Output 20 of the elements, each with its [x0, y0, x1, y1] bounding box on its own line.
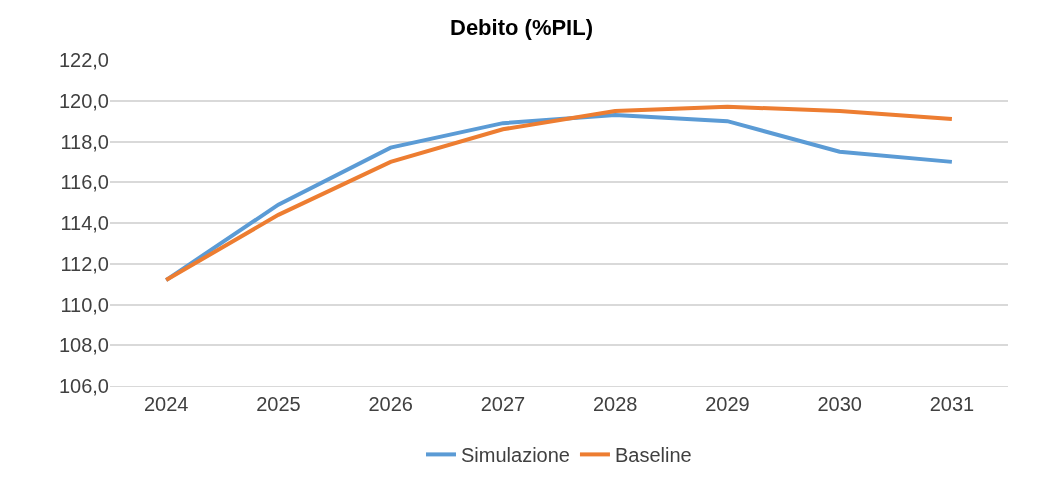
- legend-label: Simulazione: [461, 444, 570, 467]
- y-tick-label: 110,0: [60, 293, 109, 316]
- legend-label: Baseline: [614, 444, 692, 467]
- x-tick-label: 2027: [480, 393, 526, 415]
- x-tick-label: 2031: [929, 393, 975, 415]
- x-tick-label: 2029: [705, 393, 750, 415]
- x-tick-label: 2026: [368, 393, 413, 415]
- chart-title: Debito (%PIL): [450, 14, 593, 40]
- y-tick-label: 122,0: [58, 49, 109, 71]
- y-tick-label: 106,0: [58, 375, 109, 397]
- y-tick-label: 120,0: [58, 89, 109, 112]
- y-tick-label: 112,0: [60, 252, 109, 275]
- x-tick-label: 2025: [256, 393, 301, 415]
- x-tick-label: 2024: [143, 393, 189, 415]
- y-tick-label: 116,0: [60, 171, 109, 194]
- y-tick-label: 118,0: [60, 130, 109, 153]
- x-tick-label: 2030: [817, 393, 862, 415]
- x-tick-label: 2028: [592, 393, 638, 415]
- y-tick-label: 108,0: [58, 334, 109, 357]
- y-tick-label: 114,0: [60, 212, 109, 234]
